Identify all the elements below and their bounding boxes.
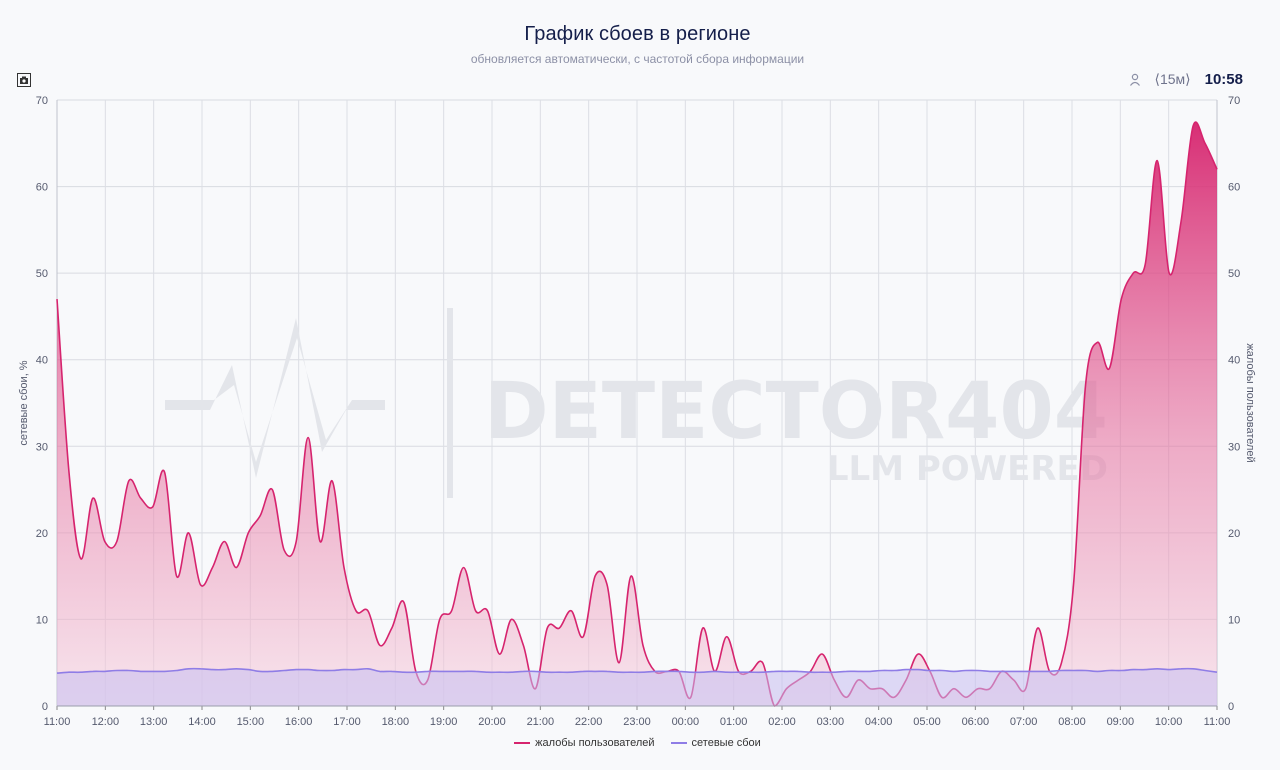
network-area bbox=[57, 668, 1217, 706]
y-tick-left: 30 bbox=[36, 441, 48, 453]
y-tick-right: 50 bbox=[1228, 268, 1240, 280]
network-line bbox=[56, 667, 1218, 674]
y-tick-right: 0 bbox=[1228, 701, 1234, 713]
legend-item-complaints[interactable]: жалобы пользователей bbox=[514, 737, 655, 749]
complaints-line bbox=[56, 121, 1218, 707]
x-tick-label: 21:00 bbox=[527, 716, 555, 728]
x-tick-label: 08:00 bbox=[1058, 716, 1086, 728]
y-tick-left: 70 bbox=[36, 95, 48, 107]
x-tick-label: 03:00 bbox=[817, 716, 845, 728]
y-tick-left: 60 bbox=[36, 182, 48, 194]
chart-subtitle: обновляется автоматически, с частотой сб… bbox=[470, 52, 805, 66]
x-tick-label: 16:00 bbox=[285, 716, 313, 728]
y-tick-right: 20 bbox=[1228, 528, 1240, 540]
y-axis-right: 0 10 20 30 40 50 60 70 bbox=[1228, 95, 1240, 713]
y-tick-right: 60 bbox=[1228, 182, 1240, 194]
x-tick-label: 07:00 bbox=[1010, 716, 1038, 728]
x-tick-label: 13:00 bbox=[140, 716, 168, 728]
current-time: 10:58 bbox=[1204, 71, 1243, 88]
user-icon[interactable] bbox=[1129, 73, 1141, 87]
y-tick-left: 0 bbox=[42, 701, 48, 713]
x-tick-label: 11:00 bbox=[1204, 716, 1231, 728]
series-network bbox=[56, 667, 1218, 706]
watermark-tagline: LLM POWERED bbox=[827, 449, 1108, 489]
x-tick-label: 06:00 bbox=[962, 716, 990, 728]
watermark-pulse-icon bbox=[165, 318, 385, 478]
x-tick-label: 20:00 bbox=[478, 716, 506, 728]
x-tick-label: 14:00 bbox=[188, 716, 216, 728]
x-tick-label: 04:00 bbox=[865, 716, 893, 728]
y-tick-right: 30 bbox=[1228, 441, 1240, 453]
x-tick-label: 17:00 bbox=[333, 716, 361, 728]
y-tick-right: 10 bbox=[1228, 614, 1240, 626]
y-axis-right-title: жалобы пользователей bbox=[1244, 343, 1256, 462]
legend-label-complaints: жалобы пользователей bbox=[535, 737, 655, 749]
legend-item-network[interactable]: сетевые сбои bbox=[670, 737, 761, 749]
watermark-brand: DETECTOR404 bbox=[484, 367, 1108, 457]
y-tick-left: 50 bbox=[36, 268, 48, 280]
legend-label-network: сетевые сбои bbox=[691, 737, 761, 749]
x-tick-label: 19:00 bbox=[430, 716, 458, 728]
x-tick-label: 22:00 bbox=[575, 716, 603, 728]
x-tick-label: 09:00 bbox=[1107, 716, 1135, 728]
y-tick-right: 40 bbox=[1228, 355, 1240, 367]
y-axis-left: 0 10 20 30 40 50 60 70 bbox=[36, 95, 48, 713]
x-tick-label: 01:00 bbox=[720, 716, 748, 728]
legend-swatch-complaints bbox=[514, 742, 531, 744]
y-tick-left: 40 bbox=[36, 355, 48, 367]
camera-icon[interactable] bbox=[17, 73, 31, 87]
x-tick-label: 11:00 bbox=[44, 716, 71, 728]
chart-title: График сбоев в регионе bbox=[524, 23, 751, 45]
watermark-divider bbox=[447, 308, 453, 498]
x-tick-label: 10:00 bbox=[1155, 716, 1183, 728]
x-tick-label: 23:00 bbox=[623, 716, 651, 728]
x-tick-label: 05:00 bbox=[913, 716, 941, 728]
x-tick-label: 00:00 bbox=[672, 716, 700, 728]
toolbar: ⟨15м⟩ 10:58 bbox=[1129, 71, 1243, 88]
x-axis: 11:00 12:00 13:00 14:00 15:00 16:00 17:00 18:00… bbox=[44, 705, 1231, 728]
y-tick-right: 70 bbox=[1228, 95, 1240, 107]
y-tick-left: 20 bbox=[36, 528, 48, 540]
y-tick-left: 10 bbox=[36, 614, 48, 626]
legend: жалобы пользователей сетевые сбои bbox=[0, 737, 1275, 749]
x-tick-label: 18:00 bbox=[382, 716, 410, 728]
series-complaints bbox=[56, 121, 1218, 707]
x-tick-label: 02:00 bbox=[768, 716, 796, 728]
legend-swatch-network bbox=[670, 742, 687, 744]
watermark: DETECTOR404 LLM POWERED bbox=[165, 308, 1108, 498]
x-tick-label: 12:00 bbox=[92, 716, 120, 728]
y-axis-left-title: сетевые сбои, % bbox=[18, 360, 30, 445]
complaints-area bbox=[57, 122, 1217, 706]
x-tick-label: 15:00 bbox=[237, 716, 265, 728]
interval-selector[interactable]: ⟨15м⟩ bbox=[1154, 71, 1191, 87]
